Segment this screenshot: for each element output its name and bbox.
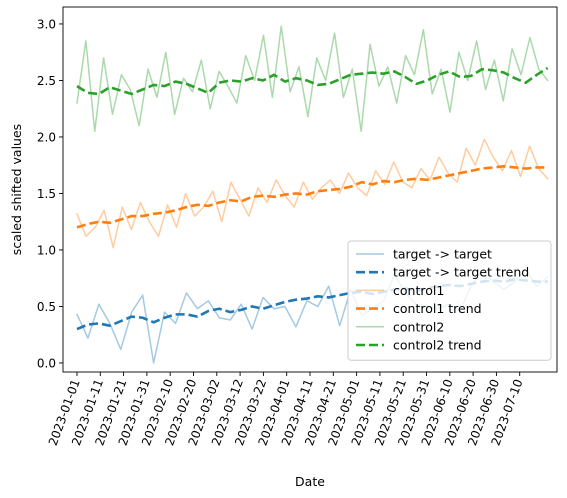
- y-tick-label: 1.5: [37, 187, 56, 201]
- series-line-control1: [76, 138, 549, 249]
- series-line-control2-trend: [76, 66, 549, 96]
- y-tick-label: 1.0: [37, 243, 56, 257]
- legend-label: target -> target trend: [393, 265, 529, 280]
- series-line-control1-trend: [76, 165, 548, 229]
- legend-label: control1 trend: [393, 301, 482, 316]
- legend: target -> target target -> target trend co…: [347, 240, 552, 361]
- legend-box: [347, 240, 552, 361]
- legend-label: control2 trend: [393, 338, 482, 353]
- y-tick-label: 3.0: [37, 17, 56, 31]
- series-line-control2: [76, 25, 549, 133]
- y-tick-label: 0.0: [37, 356, 56, 370]
- legend-label: control2: [393, 319, 444, 334]
- legend-label: target -> target: [393, 247, 492, 262]
- y-tick-label: 2.5: [37, 74, 56, 88]
- legend-label: control1: [393, 283, 444, 298]
- y-tick-label: 2.0: [37, 130, 56, 144]
- y-axis-label: scaled shifted values: [9, 124, 24, 255]
- x-axis-label: Date: [295, 474, 325, 489]
- y-tick-label: 0.5: [37, 300, 56, 314]
